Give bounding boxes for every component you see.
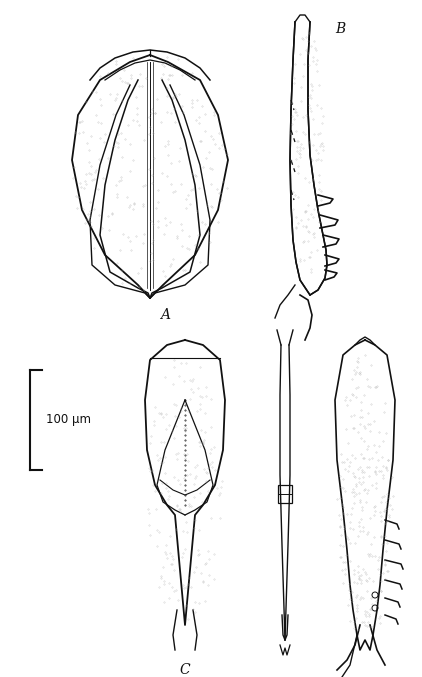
Text: 100 μm: 100 μm	[46, 414, 91, 427]
Text: B: B	[335, 22, 345, 36]
Text: A: A	[160, 308, 170, 322]
Bar	[278, 485, 292, 503]
Text: C: C	[180, 663, 190, 677]
